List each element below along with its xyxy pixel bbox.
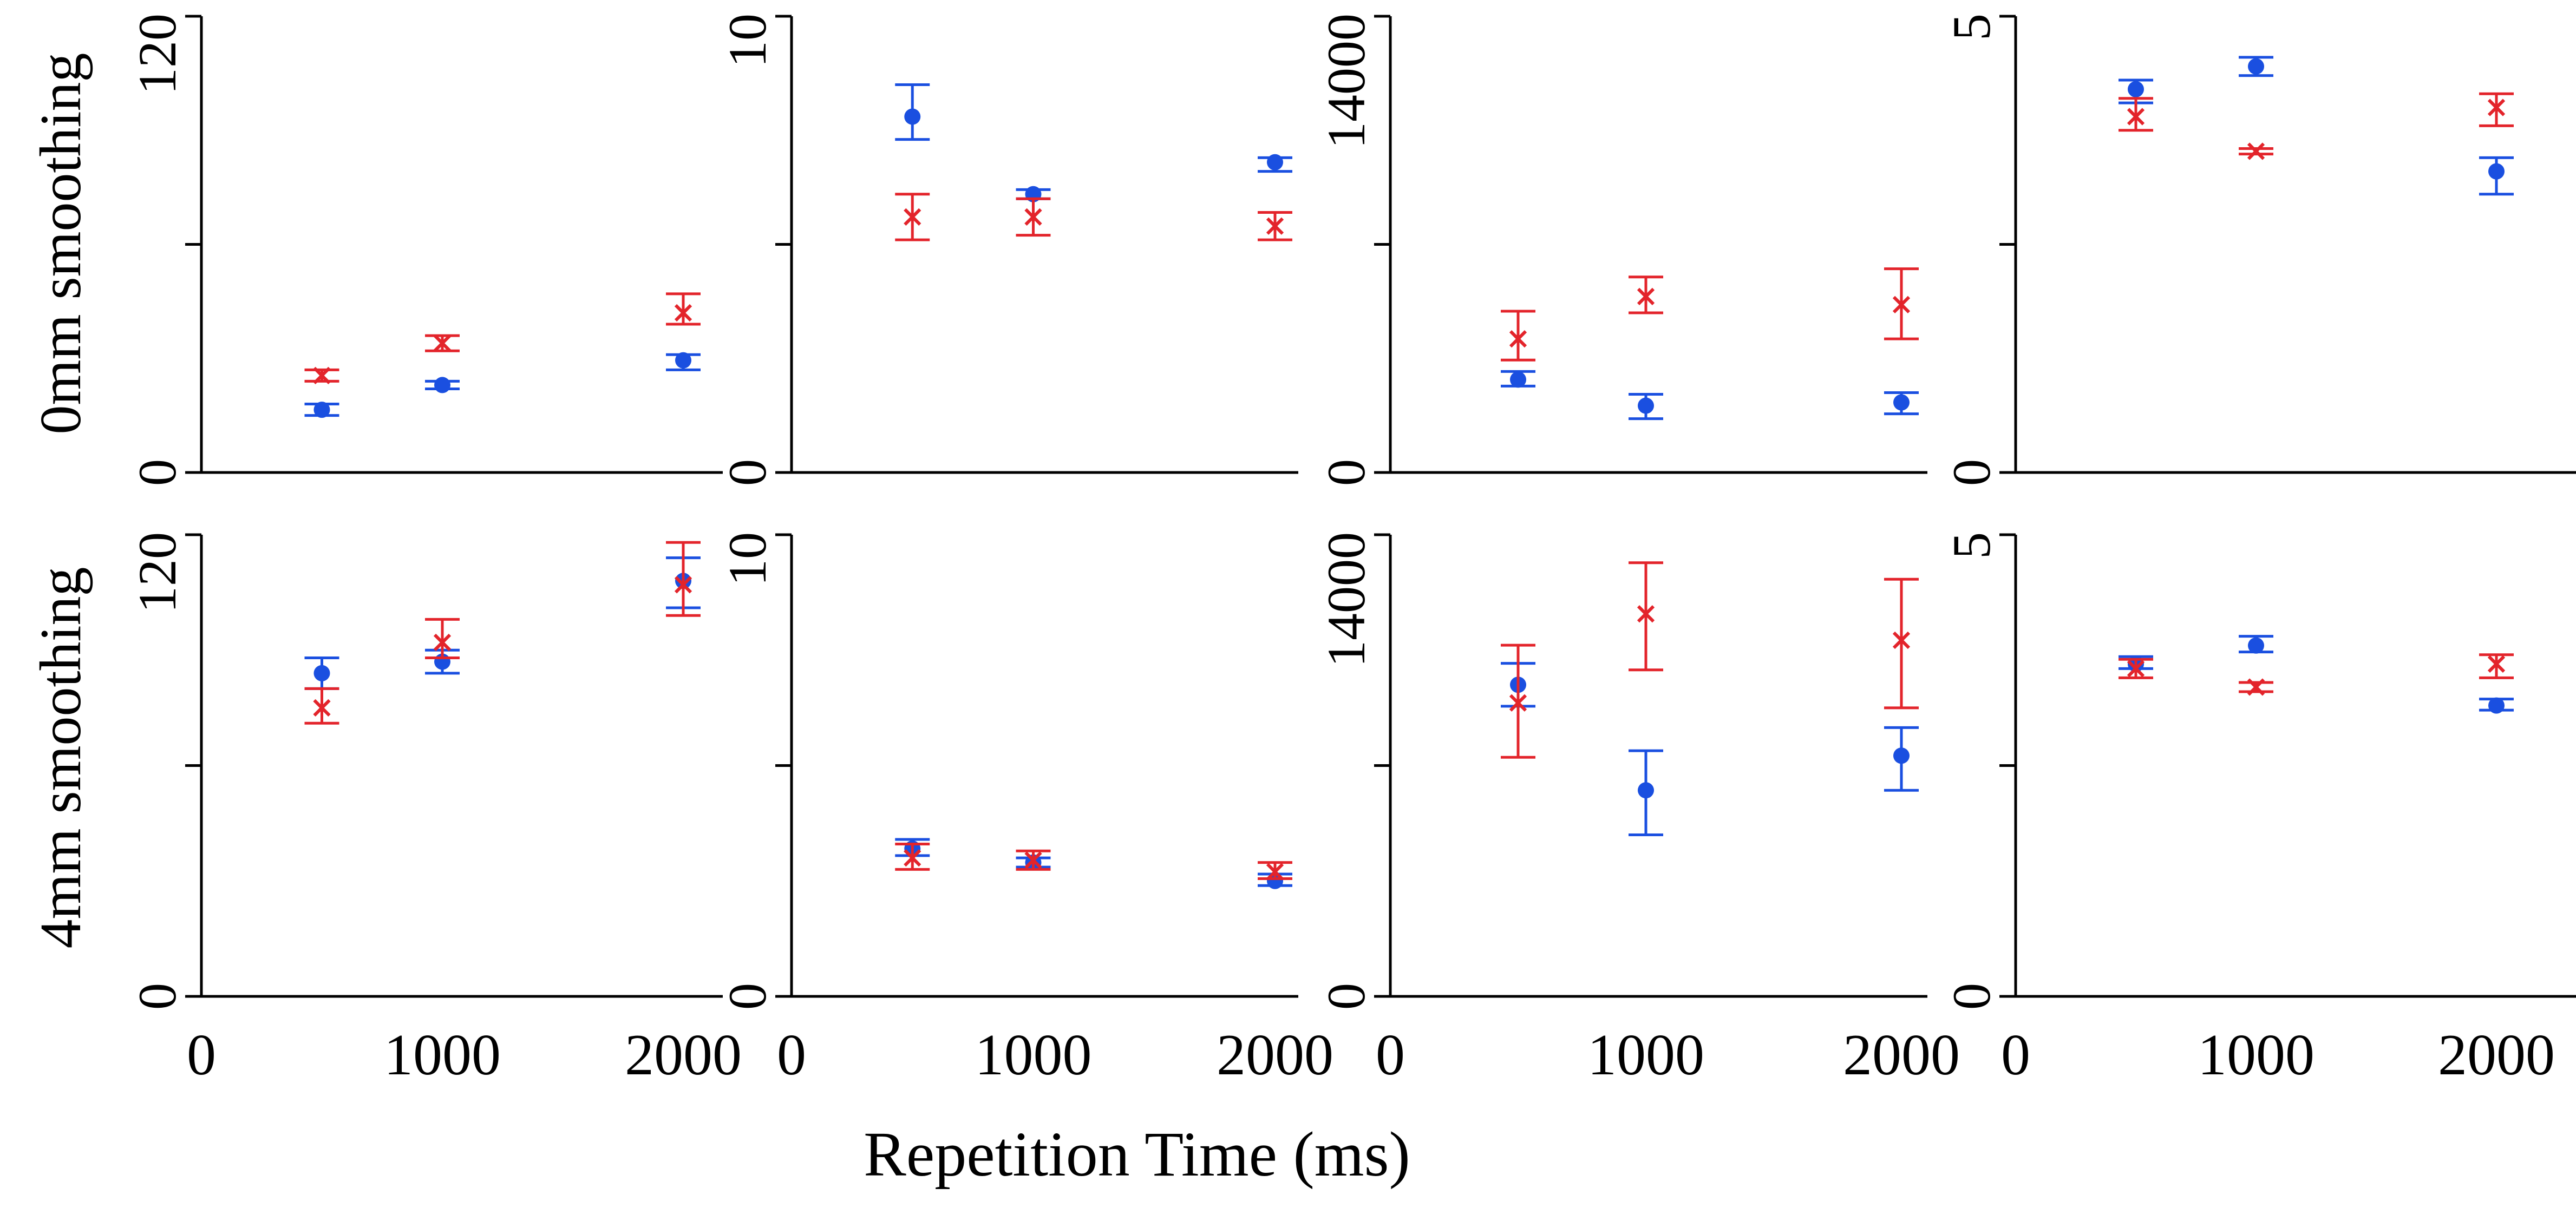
series-blue <box>1501 662 1919 836</box>
data-point-dot <box>2488 697 2505 714</box>
data-point-cross <box>1509 330 1527 348</box>
panel-r0-c3: 05 <box>1941 14 2576 486</box>
data-point-cross <box>433 334 452 352</box>
x-tick-label: 1000 <box>384 1023 501 1087</box>
y-tick-label: 10 <box>717 532 777 586</box>
y-tick-label: 0 <box>1316 459 1376 486</box>
y-tick-label: 0 <box>717 983 777 1010</box>
x-tick-label: 2000 <box>1217 1023 1333 1087</box>
data-point-dot <box>313 665 330 681</box>
data-point-cross <box>1892 631 1911 649</box>
y-tick-label: 5 <box>1941 532 2002 559</box>
data-point-dot <box>904 108 921 125</box>
series-red <box>895 843 1292 881</box>
y-tick-label: 0 <box>717 459 777 486</box>
data-point-cross <box>674 576 692 594</box>
series-blue <box>2119 56 2514 196</box>
data-point-cross <box>313 699 331 717</box>
x-tick-label: 2000 <box>2438 1023 2555 1087</box>
series-blue <box>304 352 701 418</box>
series-blue <box>2119 635 2514 714</box>
row-label-0mm: 0mm smoothing <box>29 52 93 434</box>
y-tick-label: 10 <box>717 14 777 68</box>
data-point-cross <box>313 366 331 384</box>
data-point-cross <box>1266 217 1284 235</box>
panel-r1-c2: 0 14000 0 1000 2000 <box>1316 532 1960 1087</box>
series-red <box>1501 267 1919 362</box>
y-tick-label: 14000 <box>1316 532 1376 667</box>
data-point-cross <box>1637 605 1655 623</box>
data-point-cross <box>1892 296 1911 314</box>
x-tick-label: 2000 <box>625 1023 742 1087</box>
panel-r1-c3: 0 5 0 1000 2000 <box>1941 532 2576 1087</box>
data-point-cross <box>674 304 692 322</box>
data-point-cross <box>904 208 921 226</box>
x-tick-label: 0 <box>1376 1023 1405 1087</box>
data-point-dot <box>1638 397 1654 414</box>
y-tick-label: 120 <box>127 532 187 613</box>
data-point-dot <box>2128 81 2144 97</box>
series-blue <box>304 556 701 690</box>
data-point-cross <box>433 633 452 652</box>
y-tick-label: 0 <box>1941 459 2002 486</box>
data-point-cross <box>2247 142 2265 160</box>
panel-r0-c2: 0 14000 <box>1316 14 1927 486</box>
series-red <box>1501 561 1919 759</box>
data-point-cross <box>2247 678 2265 696</box>
data-point-dot <box>1638 782 1654 799</box>
series-red <box>304 541 701 725</box>
series-red <box>2119 92 2514 160</box>
data-point-dot <box>1510 371 1526 388</box>
data-point-dot <box>2488 163 2505 180</box>
data-point-cross <box>904 849 921 867</box>
x-tick-label: 1000 <box>975 1023 1092 1087</box>
data-point-dot <box>313 402 330 418</box>
x-tick-label: 1000 <box>1587 1023 1704 1087</box>
panel-r0-c1: 0 10 <box>717 14 1298 486</box>
data-point-dot <box>1893 747 1910 764</box>
data-point-cross <box>1024 208 1042 226</box>
series-blue <box>1501 370 1919 421</box>
data-point-cross <box>1266 863 1284 881</box>
series-red <box>304 292 701 384</box>
data-point-dot <box>434 377 450 393</box>
series-blue <box>895 838 1292 889</box>
x-axis-title: Repetition Time (ms) <box>864 1119 1410 1190</box>
y-tick-label: 5 <box>1941 14 2002 41</box>
data-point-dot <box>2248 58 2264 75</box>
x-tick-label: 2000 <box>1843 1023 1960 1087</box>
y-tick-label: 14000 <box>1316 14 1376 149</box>
data-point-dot <box>2248 637 2264 654</box>
series-blue <box>895 83 1292 202</box>
data-point-cross <box>1024 851 1042 869</box>
data-point-cross <box>2127 660 2145 678</box>
series-red <box>895 193 1292 241</box>
y-tick-label: 0 <box>1941 983 2002 1010</box>
panel-r0-c0: 0 120 <box>127 14 723 486</box>
data-point-cross <box>2487 99 2506 116</box>
y-tick-label: 0 <box>127 459 187 486</box>
row-label-4mm: 4mm smoothing <box>29 567 93 948</box>
panel-r1-c1: 0 10 0 1000 2000 <box>717 532 1333 1087</box>
y-tick-label: 0 <box>1316 983 1376 1010</box>
y-tick-label: 0 <box>127 983 187 1010</box>
panel-r1-c0: 0 120 0 1000 2000 <box>127 532 742 1087</box>
x-tick-label: 0 <box>2001 1023 2030 1087</box>
series-red <box>2119 653 2514 696</box>
x-tick-label: 0 <box>777 1023 806 1087</box>
data-point-cross <box>2487 655 2506 673</box>
data-point-dot <box>1267 154 1283 170</box>
data-point-dot <box>675 352 691 369</box>
x-tick-label: 1000 <box>2198 1023 2315 1087</box>
x-tick-label: 0 <box>187 1023 216 1087</box>
data-point-cross <box>2127 108 2145 126</box>
data-point-cross <box>1637 287 1655 305</box>
data-point-dot <box>1893 394 1910 411</box>
data-point-cross <box>1509 694 1527 712</box>
y-tick-label: 120 <box>127 14 187 95</box>
